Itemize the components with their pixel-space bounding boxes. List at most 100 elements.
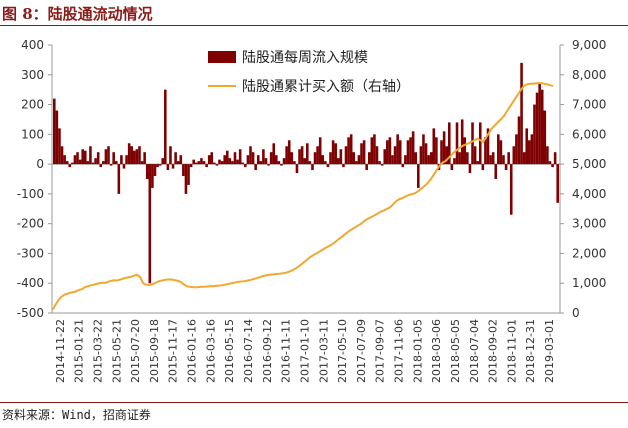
left-tick-label: -100 (17, 187, 44, 201)
bar (525, 128, 529, 165)
bar (342, 164, 345, 168)
bar (442, 131, 446, 165)
bar (429, 152, 433, 165)
bar (272, 143, 276, 165)
bar (313, 152, 317, 165)
bar (280, 164, 283, 166)
bar (489, 155, 492, 165)
bar (362, 140, 366, 165)
bar (533, 104, 536, 165)
bar (486, 128, 490, 165)
bar (295, 164, 299, 174)
bar (135, 149, 139, 165)
bar (127, 143, 131, 165)
bar (254, 164, 257, 171)
bar (71, 162, 74, 165)
x-tick-label: 2018-03-06 (430, 319, 443, 383)
bar (455, 122, 459, 165)
bar (450, 164, 454, 171)
footer-divider (0, 402, 628, 403)
bar (476, 161, 479, 165)
right-tick-label: 4,000 (572, 187, 606, 201)
bar (213, 162, 216, 165)
bar (404, 155, 407, 165)
bar (156, 164, 159, 168)
x-tick-label: 2018-09-02 (487, 319, 500, 383)
bar (378, 161, 381, 165)
bar (53, 98, 56, 165)
right-tick-label: 1,000 (572, 276, 606, 290)
bar (365, 164, 368, 171)
bar (249, 146, 252, 165)
bar (109, 164, 113, 166)
bar (447, 122, 451, 165)
x-tick-label: 2016-05-15 (223, 319, 236, 383)
bar (453, 158, 456, 165)
bar (512, 146, 516, 165)
left-tick-label: -200 (17, 217, 44, 231)
x-tick-label: 2015-11-17 (167, 319, 180, 383)
left-tick-label: 0 (36, 157, 44, 171)
bar (169, 146, 172, 165)
bar (120, 155, 123, 165)
bar (269, 152, 273, 165)
bar (60, 146, 64, 165)
bar (236, 159, 239, 165)
right-tick-label: 9,000 (572, 38, 606, 52)
bar (262, 149, 265, 165)
bar (259, 161, 263, 165)
x-tick-label: 2019-03-01 (543, 319, 556, 383)
bar (329, 152, 332, 165)
bar (494, 164, 498, 179)
right-tick-label: 7,000 (572, 98, 606, 112)
bar (133, 150, 136, 165)
bar (256, 155, 260, 165)
bar (182, 164, 185, 177)
bar (241, 162, 245, 165)
left-tick-label: 400 (21, 38, 44, 52)
bar (290, 152, 294, 165)
x-tick-label: 2015-01-21 (73, 319, 86, 383)
bar (551, 164, 554, 168)
right-tick-label: 0 (572, 306, 580, 320)
bar (298, 149, 301, 165)
bar (138, 146, 141, 165)
x-tick-label: 2015-07-20 (129, 319, 142, 383)
bar (205, 164, 208, 168)
bar (473, 146, 477, 165)
bar (99, 164, 103, 168)
bar (373, 134, 376, 165)
bar (104, 149, 108, 165)
x-tick-label: 2018-01-05 (411, 319, 424, 383)
bar (251, 152, 255, 165)
bar (311, 164, 314, 171)
bar (244, 164, 247, 168)
bar (282, 158, 286, 165)
bar-series (53, 62, 559, 284)
bar (355, 161, 358, 165)
right-tick-label: 5,000 (572, 157, 606, 171)
bar (202, 161, 206, 165)
bar (468, 164, 472, 174)
bar (140, 161, 144, 165)
legend-label-line: 陆股通累计买入额（右轴） (242, 79, 410, 95)
bar (223, 155, 226, 165)
bar (321, 155, 325, 165)
bar (352, 152, 356, 165)
bar (466, 152, 469, 165)
line-series (52, 82, 554, 310)
bar (419, 146, 423, 165)
bar (375, 146, 379, 165)
bar (427, 155, 430, 165)
bar (143, 152, 146, 165)
bar (336, 158, 340, 165)
left-tick-label: 200 (21, 98, 44, 112)
bar (300, 146, 304, 165)
bar (546, 146, 549, 165)
x-tick-label: 2018-05-05 (449, 319, 462, 383)
bar (151, 164, 154, 188)
x-tick-label: 2016-01-16 (186, 319, 199, 383)
x-tick-label: 2017-03-11 (317, 319, 330, 383)
x-tick-label: 2017-09-07 (374, 319, 387, 383)
